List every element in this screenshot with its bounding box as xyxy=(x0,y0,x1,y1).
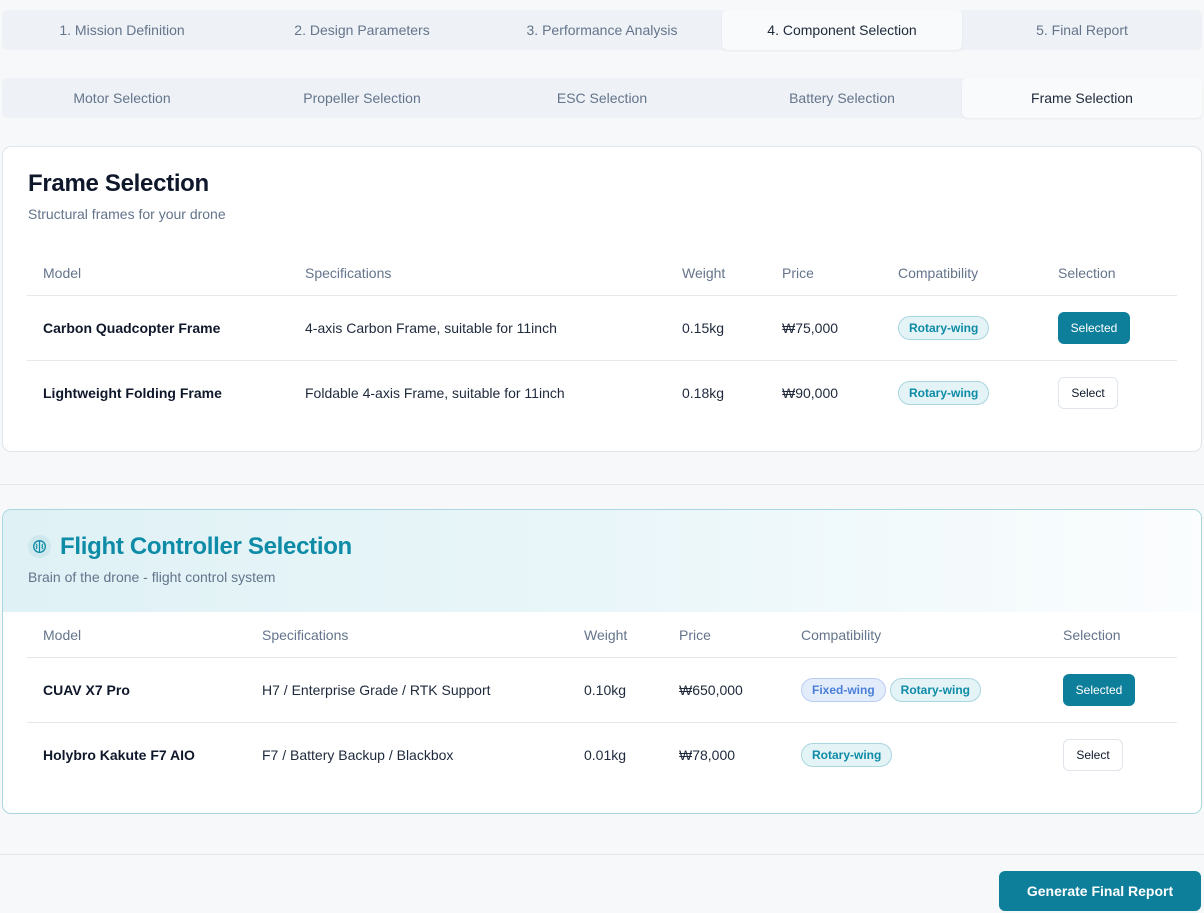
weight-cell: 0.15kg xyxy=(666,295,766,361)
model-cell: Lightweight Folding Frame xyxy=(43,384,222,401)
model-cell: Holybro Kakute F7 AIO xyxy=(43,746,195,763)
select-button[interactable]: Select xyxy=(1063,738,1123,771)
model-cell: CUAV X7 Pro xyxy=(27,657,246,723)
specs-cell: F7 / Battery Backup / Blackbox xyxy=(262,746,454,763)
tab-motor-selection[interactable]: Motor Selection xyxy=(73,90,171,106)
column-header-model: Model xyxy=(27,614,246,658)
frame-table: Model Specifications Weight Price Compat… xyxy=(27,252,1177,425)
selected-button[interactable]: Selected xyxy=(1063,673,1135,706)
component-tabs: Motor Selection Propeller Selection ESC … xyxy=(2,78,1202,118)
selected-button[interactable]: Selected xyxy=(1058,311,1130,344)
tab-battery-selection[interactable]: Battery Selection xyxy=(789,90,895,106)
specs-cell: 4-axis Carbon Frame, suitable for 11inch xyxy=(289,295,666,361)
specs-cell: H7 / Enterprise Grade / RTK Support xyxy=(246,657,568,723)
table-row: CUAV X7 Pro H7 / Enterprise Grade / RTK … xyxy=(27,657,1177,723)
specs-cell: Foldable 4-axis Frame, suitable for 11in… xyxy=(305,384,565,401)
flight-controller-card: Flight Controller Selection Brain of the… xyxy=(2,509,1202,814)
tab-performance-analysis[interactable]: 3. Performance Analysis xyxy=(526,22,678,38)
column-header-price: Price xyxy=(663,614,785,658)
rotary-wing-badge: Rotary-wing xyxy=(898,380,990,405)
price-cell: ₩78,000 xyxy=(679,746,736,763)
footer-divider xyxy=(0,854,1204,855)
flight-controller-table: Model Specifications Weight Price Compat… xyxy=(27,614,1177,787)
price-cell: ₩75,000 xyxy=(766,295,882,361)
tab-final-report[interactable]: 5. Final Report xyxy=(1036,22,1128,38)
selection-cell: Select xyxy=(1047,722,1177,787)
weight-cell: 0.18kg xyxy=(682,384,725,401)
selection-cell: Selected xyxy=(1042,295,1177,361)
table-row: Lightweight Folding Frame Foldable 4-axi… xyxy=(27,360,1177,425)
tab-mission-definition[interactable]: 1. Mission Definition xyxy=(59,22,185,38)
selection-cell: Selected xyxy=(1047,657,1177,723)
compatibility-cell: Rotary-wing xyxy=(785,722,1047,787)
fc-section-title: Flight Controller Selection xyxy=(60,533,352,560)
select-button[interactable]: Select xyxy=(1058,376,1118,409)
brain-icon xyxy=(28,535,51,558)
frame-section-title: Frame Selection xyxy=(28,170,209,197)
table-row: Holybro Kakute F7 AIO F7 / Battery Backu… xyxy=(27,722,1177,787)
rotary-wing-badge: Rotary-wing xyxy=(898,315,990,340)
table-header-row: Model Specifications Weight Price Compat… xyxy=(27,614,1177,658)
price-cell: ₩90,000 xyxy=(782,384,839,401)
compatibility-cell: Rotary-wing xyxy=(882,295,1042,361)
fixed-wing-badge: Fixed-wing xyxy=(801,677,886,702)
column-header-compatibility: Compatibility xyxy=(882,252,1042,296)
column-header-selection: Selection xyxy=(1047,614,1177,658)
price-cell: ₩650,000 xyxy=(663,657,785,723)
fc-section-subtitle: Brain of the drone - flight control syst… xyxy=(28,569,276,585)
tab-design-parameters[interactable]: 2. Design Parameters xyxy=(294,22,430,38)
column-header-model: Model xyxy=(27,252,289,296)
column-header-specifications: Specifications xyxy=(289,252,666,296)
tab-frame-selection[interactable]: Frame Selection xyxy=(962,78,1202,118)
weight-cell: 0.10kg xyxy=(568,657,663,723)
table-row: Carbon Quadcopter Frame 4-axis Carbon Fr… xyxy=(27,295,1177,361)
weight-cell: 0.01kg xyxy=(584,746,627,763)
rotary-wing-badge: Rotary-wing xyxy=(889,677,982,702)
model-cell: Carbon Quadcopter Frame xyxy=(27,295,289,361)
column-header-selection: Selection xyxy=(1042,252,1177,296)
section-divider xyxy=(0,484,1204,485)
tab-esc-selection[interactable]: ESC Selection xyxy=(556,90,648,106)
tab-component-selection[interactable]: 4. Component Selection xyxy=(722,10,962,50)
column-header-compatibility: Compatibility xyxy=(785,614,1047,658)
table-header-row: Model Specifications Weight Price Compat… xyxy=(27,252,1177,296)
generate-final-report-button[interactable]: Generate Final Report xyxy=(999,871,1201,911)
selection-cell: Select xyxy=(1042,360,1177,425)
column-header-specifications: Specifications xyxy=(246,614,568,658)
tab-propeller-selection[interactable]: Propeller Selection xyxy=(303,90,421,106)
compatibility-cell: Fixed-wing Rotary-wing xyxy=(785,657,1047,723)
column-header-weight: Weight xyxy=(666,252,766,296)
column-header-weight: Weight xyxy=(568,614,663,658)
compatibility-cell: Rotary-wing xyxy=(882,360,1042,425)
rotary-wing-badge: Rotary-wing xyxy=(801,742,893,767)
card-header-band xyxy=(3,510,1201,612)
step-tabs: 1. Mission Definition 2. Design Paramete… xyxy=(2,10,1202,50)
frame-selection-card: Frame Selection Structural frames for yo… xyxy=(2,146,1202,452)
column-header-price: Price xyxy=(766,252,882,296)
frame-section-subtitle: Structural frames for your drone xyxy=(28,206,226,222)
